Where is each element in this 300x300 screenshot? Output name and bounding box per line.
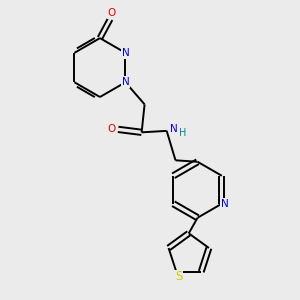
Text: N: N xyxy=(122,77,129,87)
Text: H: H xyxy=(179,128,186,138)
Text: N: N xyxy=(122,48,129,58)
Text: O: O xyxy=(108,8,116,18)
Text: O: O xyxy=(107,124,116,134)
Text: S: S xyxy=(175,271,182,284)
Text: N: N xyxy=(170,124,178,134)
Text: N: N xyxy=(221,199,229,209)
